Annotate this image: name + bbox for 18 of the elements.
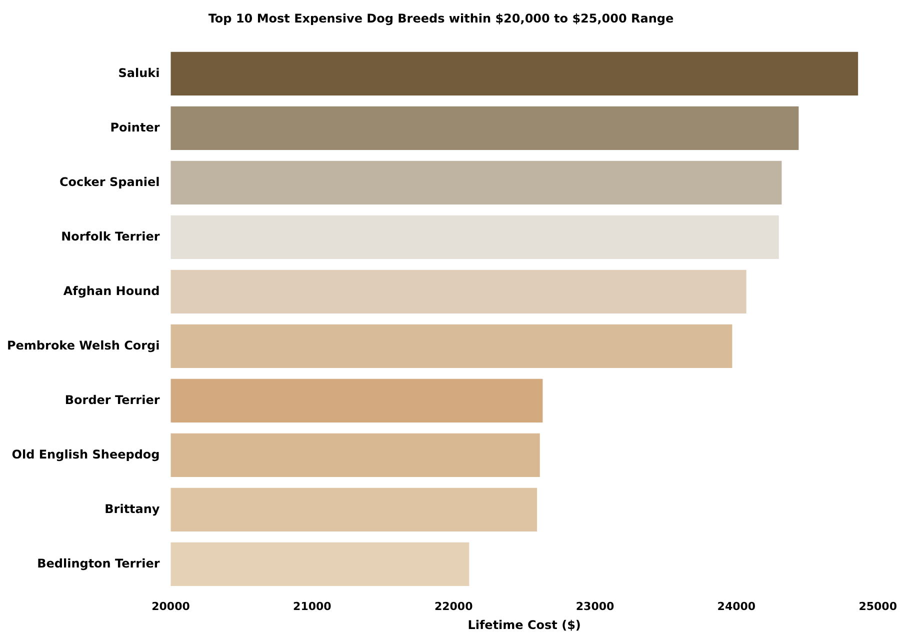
y-tick-label: Border Terrier — [64, 392, 160, 407]
x-axis-title: Lifetime Cost ($) — [468, 618, 581, 632]
y-tick-label: Pointer — [110, 120, 160, 134]
x-tick-label: 21000 — [293, 600, 332, 613]
x-tick-label: 25000 — [858, 600, 898, 613]
y-tick-label: Norfolk Terrier — [61, 229, 160, 244]
y-tick-label: Bedlington Terrier — [37, 556, 160, 570]
y-tick-label: Saluki — [118, 66, 160, 80]
y-tick-label: Old English Sheepdog — [12, 447, 160, 462]
x-tick-label: 20000 — [152, 600, 190, 613]
chart-title: Top 10 Most Expensive Dog Breeds within $20,000 to $25,000 Range — [208, 11, 674, 26]
y-tick-label: Cocker Spaniel — [59, 174, 160, 189]
x-tick-label: 24000 — [717, 600, 756, 613]
y-tick-label: Brittany — [104, 502, 160, 516]
y-tick-label: Pembroke Welsh Corgi — [6, 338, 160, 352]
x-tick-label: 22000 — [434, 600, 474, 613]
y-tick-label: Afghan Hound — [63, 284, 160, 298]
x-tick-label: 23000 — [576, 600, 614, 613]
